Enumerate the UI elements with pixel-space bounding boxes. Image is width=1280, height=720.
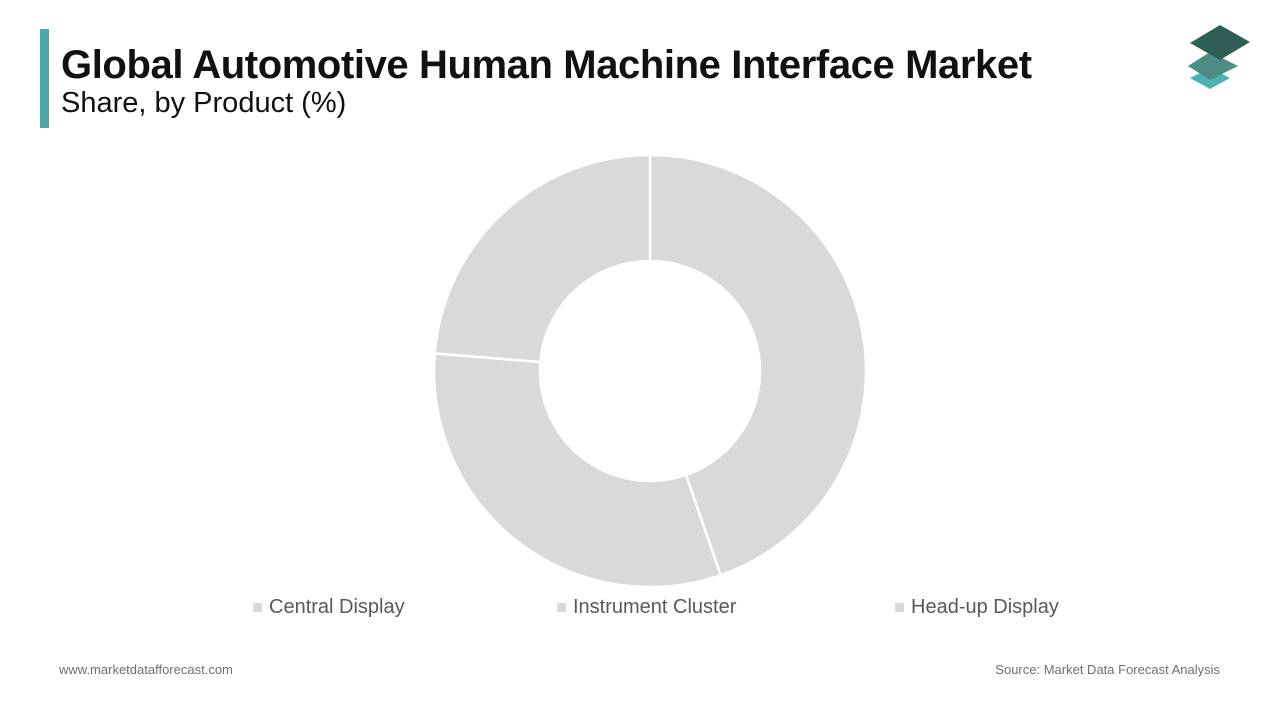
legend-swatch [895,602,904,612]
slice-head-up-display [433,153,652,364]
logo-layer-top [1190,25,1250,60]
legend-label: Instrument Cluster [573,595,737,618]
logo-layer-middle [1188,52,1238,80]
source-note: Source: Market Data Forecast Analysis [995,662,1220,677]
chart-title: Global Automotive Human Machine Interfac… [61,43,1032,87]
donut-slices [432,153,868,589]
legend-item-central-display: Central Display [253,595,405,619]
legend-label: Head-up Display [911,595,1059,618]
slice-central-display [648,153,868,577]
legend-item-head-up-display: Head-up Display [895,595,1059,619]
legend-item-instrument-cluster: Instrument Cluster [557,595,736,619]
brand-logo-icon [1188,25,1250,89]
legend-swatch [253,602,262,612]
website-url[interactable]: www.marketdatafforecast.com [59,662,233,677]
slice-instrument-cluster [432,352,723,589]
chart-subtitle: Share, by Product (%) [61,87,347,119]
title-accent-bar [40,29,49,128]
legend-label: Central Display [269,595,405,618]
legend-swatch [557,602,566,612]
